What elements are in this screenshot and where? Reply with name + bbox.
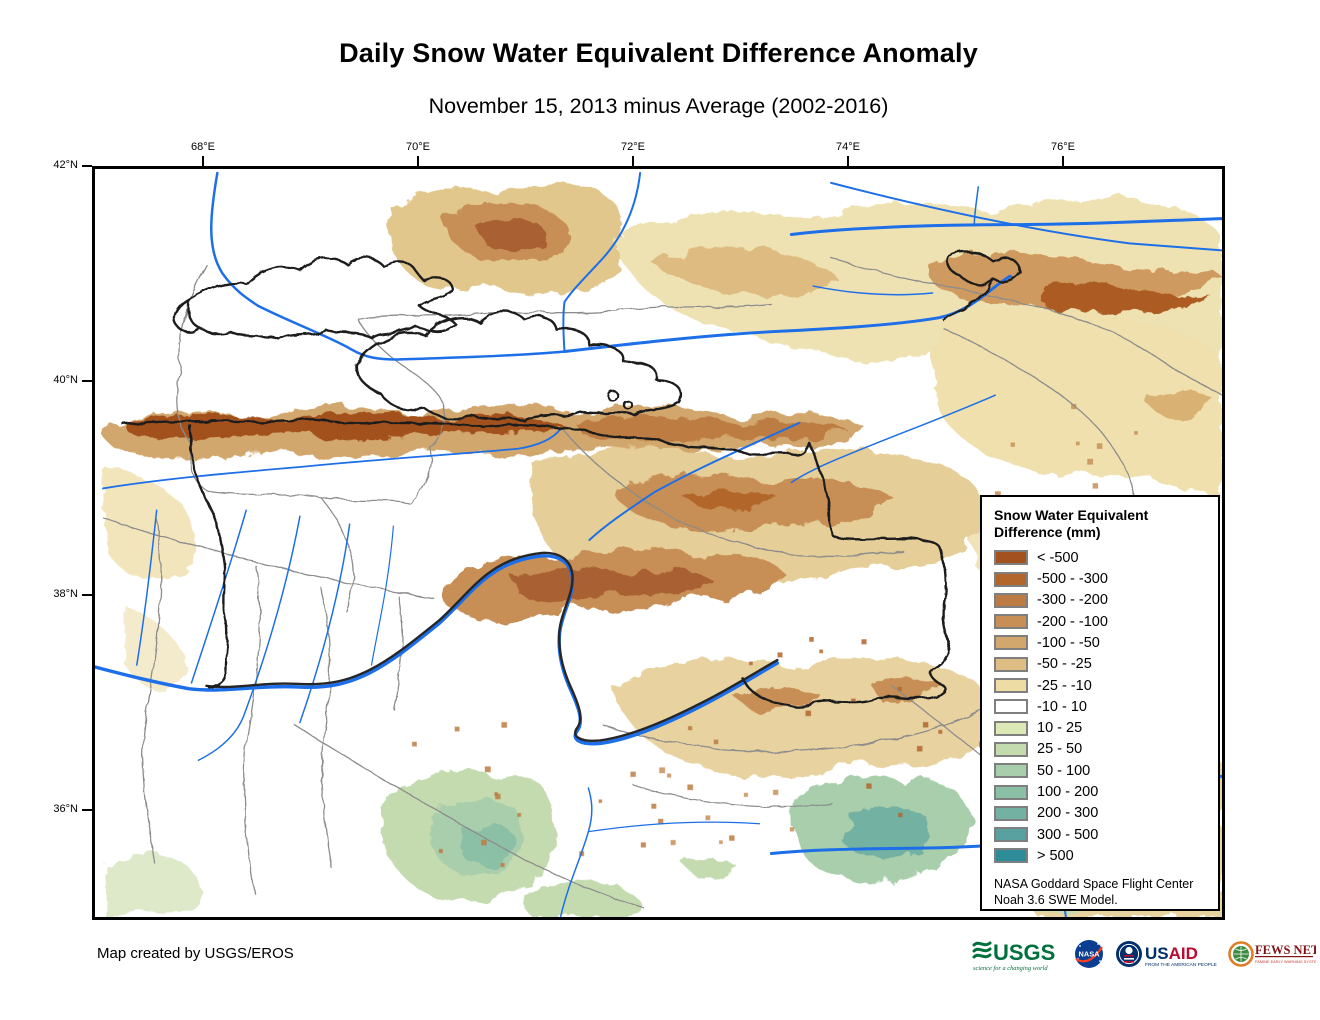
legend-swatch [994, 656, 1028, 672]
legend-entry: 10 - 25 [994, 718, 1208, 739]
usaid-logo: USAID FROM THE AMERICAN PEOPLE [1116, 941, 1217, 968]
lon-tick [847, 156, 849, 166]
lon-tick-label: 76°E [1051, 141, 1075, 153]
legend-swatch [994, 848, 1028, 864]
svg-text:FEWS NET: FEWS NET [1255, 943, 1316, 957]
agency-logos: USGS science for a changing world NASA U… [971, 937, 1316, 975]
svg-text:FROM THE AMERICAN PEOPLE: FROM THE AMERICAN PEOPLE [1145, 962, 1217, 968]
legend-source-note: NASA Goddard Space Flight Center Noah 3.… [994, 876, 1194, 907]
legend-swatch [994, 635, 1028, 651]
legend-label: -50 - -25 [1037, 656, 1092, 673]
legend-swatch [994, 550, 1028, 566]
legend-entry: > 500 [994, 845, 1208, 866]
lat-tick-label: 36°N [53, 803, 78, 815]
svg-text:FAMINE EARLY WARNING SYSTEMS N: FAMINE EARLY WARNING SYSTEMS NETWORK [1255, 959, 1316, 964]
legend-entry: -10 - 10 [994, 696, 1208, 717]
legend-entry: < -500 [994, 547, 1208, 568]
legend-entry: 200 - 300 [994, 803, 1208, 824]
svg-text:USAID: USAID [1145, 944, 1198, 963]
legend-swatch [994, 592, 1028, 608]
legend-entry: -100 - -50 [994, 632, 1208, 653]
legend-entry: 50 - 100 [994, 760, 1208, 781]
legend-entry: 100 - 200 [994, 781, 1208, 802]
map-canvas: Snow Water Equivalent Difference (mm) < … [92, 166, 1225, 920]
legend-label: 300 - 500 [1037, 826, 1099, 843]
country-boundaries [122, 250, 1022, 708]
svg-text:science for a changing world: science for a changing world [973, 965, 1048, 972]
legend-label: -300 - -200 [1037, 592, 1108, 609]
basin-boundaries [102, 257, 1222, 909]
legend-swatch [994, 678, 1028, 694]
legend-label: 100 - 200 [1037, 784, 1099, 801]
lat-tick-label: 40°N [53, 374, 78, 386]
rivers [102, 171, 1222, 917]
nasa-logo: NASA [1075, 940, 1103, 968]
lat-tick [82, 380, 92, 382]
page-title: Daily Snow Water Equivalent Difference A… [339, 38, 978, 68]
fewsnet-logo: FEWS NET FAMINE EARLY WARNING SYSTEMS NE… [1228, 941, 1316, 967]
lon-tick-label: 72°E [621, 141, 645, 153]
lon-tick-label: 68°E [191, 141, 215, 153]
lon-tick [202, 156, 204, 166]
legend-swatch [994, 805, 1028, 821]
legend-entry: -300 - -200 [994, 590, 1208, 611]
border-river-panj [95, 551, 780, 746]
legend-entry: -50 - -25 [994, 654, 1208, 675]
lat-tick-label: 42°N [53, 159, 78, 171]
lat-tick [82, 165, 92, 167]
map-credit: Map created by USGS/EROS [97, 945, 294, 962]
terrain-map-image [95, 171, 1222, 917]
legend-label: 25 - 50 [1037, 741, 1083, 758]
legend-entry: -200 - -100 [994, 611, 1208, 632]
legend-entry: -25 - -10 [994, 675, 1208, 696]
legend-title: Snow Water Equivalent Difference (mm) [994, 507, 1149, 541]
legend-label: 50 - 100 [1037, 762, 1091, 779]
legend-swatch [994, 614, 1028, 630]
legend-label: 200 - 300 [1037, 805, 1099, 822]
svg-text:USGS: USGS [993, 940, 1055, 965]
legend-entry: -500 - -300 [994, 568, 1208, 589]
legend-label: > 500 [1037, 847, 1074, 864]
lon-tick [417, 156, 419, 166]
legend-entry: 300 - 500 [994, 824, 1208, 845]
terrain-anomaly-layer [103, 181, 1222, 917]
legend-label: < -500 [1037, 549, 1079, 566]
svg-text:NASA: NASA [1079, 950, 1101, 959]
legend-label: 10 - 25 [1037, 720, 1083, 737]
legend-label: -25 - -10 [1037, 677, 1092, 694]
legend-swatch [994, 827, 1028, 843]
lon-tick [632, 156, 634, 166]
map-legend: Snow Water Equivalent Difference (mm) < … [980, 495, 1220, 911]
legend-swatch [994, 741, 1028, 757]
legend-label: -100 - -50 [1037, 634, 1100, 651]
lon-tick-label: 74°E [836, 141, 860, 153]
legend-swatch [994, 699, 1028, 715]
lat-tick [82, 594, 92, 596]
legend-label: -500 - -300 [1037, 571, 1108, 588]
legend-swatch [994, 784, 1028, 800]
lon-tick-label: 70°E [406, 141, 430, 153]
legend-swatch [994, 720, 1028, 736]
legend-swatch [994, 763, 1028, 779]
lon-tick [1062, 156, 1064, 166]
lat-tick-label: 38°N [53, 588, 78, 600]
legend-swatch [994, 571, 1028, 587]
legend-entry: 25 - 50 [994, 739, 1208, 760]
legend-entries: < -500 -500 - -300 -300 - -200 -200 - -100 -… [994, 547, 1208, 866]
page-subtitle: November 15, 2013 minus Average (2002-20… [428, 94, 889, 118]
lat-tick [82, 809, 92, 811]
legend-label: -200 - -100 [1037, 613, 1108, 630]
usgs-logo: USGS science for a changing world [972, 940, 1055, 972]
legend-label: -10 - 10 [1037, 698, 1087, 715]
